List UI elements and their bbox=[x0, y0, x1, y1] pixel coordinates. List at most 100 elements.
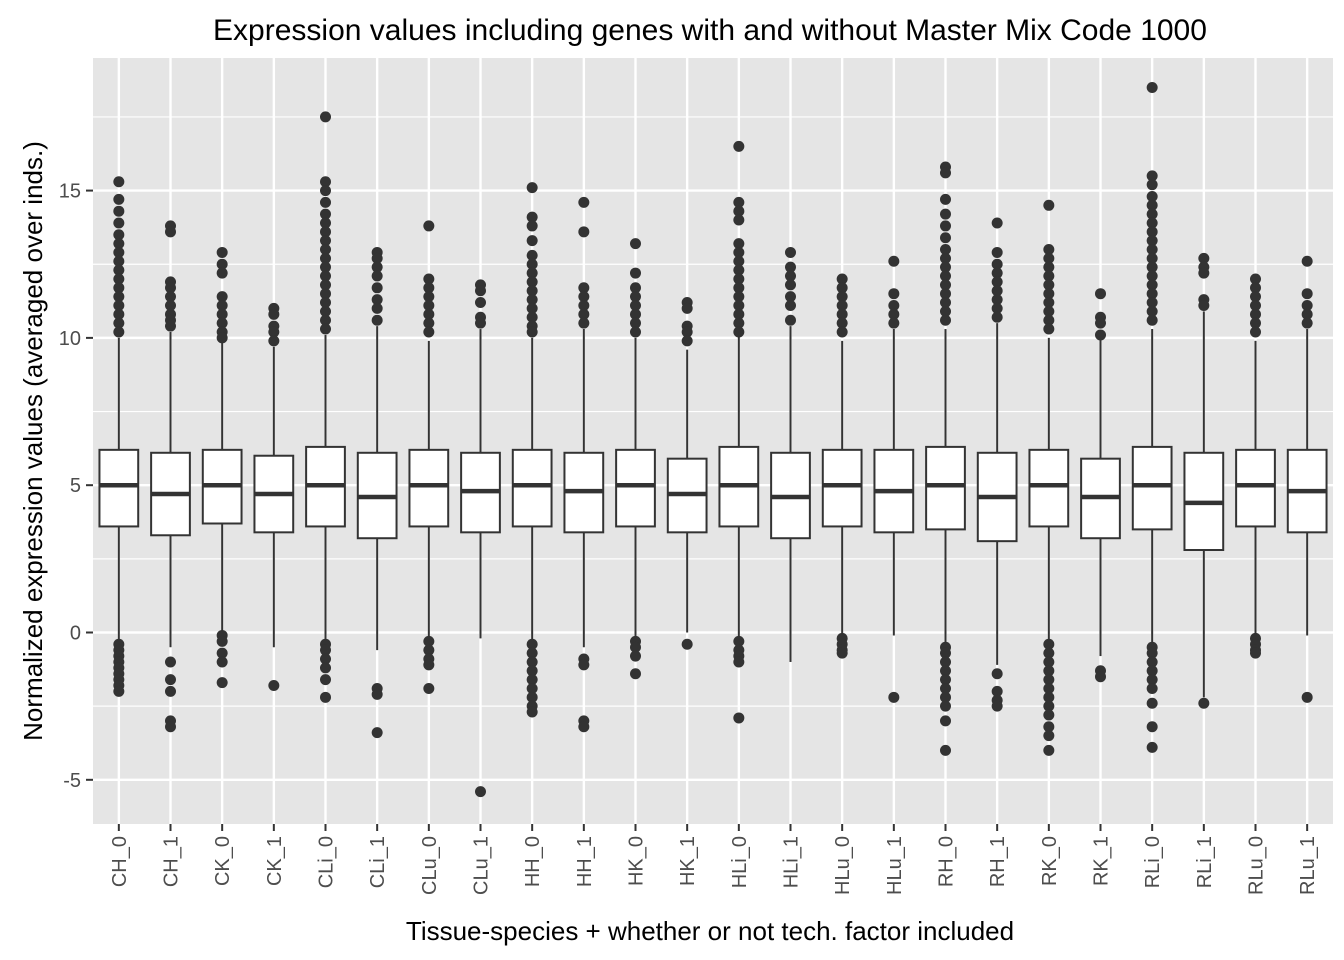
outlier-point bbox=[526, 220, 538, 232]
outlier-point bbox=[1301, 317, 1313, 329]
outlier-point bbox=[888, 299, 900, 311]
outlier-point bbox=[320, 297, 331, 309]
box-RLu_1 bbox=[1286, 255, 1328, 703]
outlier-point bbox=[320, 644, 331, 656]
outlier-point bbox=[423, 635, 435, 647]
outlier-point bbox=[1146, 741, 1158, 753]
outlier-point bbox=[1250, 317, 1261, 329]
box-HH_1 bbox=[563, 196, 605, 733]
iqr-box bbox=[821, 448, 863, 528]
outlier-point bbox=[733, 308, 745, 320]
minor-gridlines bbox=[93, 116, 1333, 707]
outlier-point bbox=[1146, 665, 1158, 677]
outlier-point bbox=[1146, 190, 1158, 202]
outlier-point bbox=[1146, 81, 1158, 93]
x-tick-label: CK_0 bbox=[212, 836, 234, 886]
x-tick-label: RK_1 bbox=[1091, 836, 1113, 886]
outlier-point bbox=[785, 299, 796, 311]
outlier-point bbox=[526, 706, 538, 718]
iqr-box bbox=[1235, 448, 1276, 528]
outlier-point bbox=[526, 235, 538, 247]
outlier-point bbox=[940, 744, 951, 756]
y-tick-label: 10 bbox=[59, 328, 81, 350]
outlier-point bbox=[1146, 697, 1158, 709]
outlier-point bbox=[733, 255, 745, 267]
outlier-point bbox=[630, 650, 641, 662]
outlier-point bbox=[578, 659, 590, 671]
iqr-box bbox=[925, 445, 966, 531]
outlier-point bbox=[630, 641, 641, 653]
outlier-point bbox=[113, 176, 125, 188]
outlier-point bbox=[1043, 744, 1055, 756]
y-axis: -5 0 5 10 15 bbox=[59, 181, 93, 792]
outlier-point bbox=[836, 282, 848, 294]
outlier-point bbox=[113, 273, 125, 285]
outlier-point bbox=[1146, 226, 1158, 238]
box-HK_1 bbox=[666, 297, 708, 650]
box-RH_0 bbox=[925, 161, 966, 756]
outlier-point bbox=[1146, 647, 1158, 659]
chart-title: Expression values including genes with a… bbox=[213, 14, 1207, 47]
outlier-point bbox=[578, 226, 590, 238]
outlier-point bbox=[371, 314, 383, 326]
outlier-point bbox=[785, 261, 796, 273]
outlier-point bbox=[733, 196, 745, 208]
outlier-point bbox=[1095, 671, 1106, 683]
outlier-point bbox=[165, 656, 176, 668]
outlier-point bbox=[475, 297, 486, 309]
outlier-point bbox=[1250, 291, 1261, 303]
box-RLi_1 bbox=[1183, 252, 1225, 709]
outlier-point bbox=[733, 238, 745, 250]
box-CLi_1 bbox=[356, 246, 398, 739]
outlier-point bbox=[940, 682, 951, 694]
outlier-point bbox=[113, 326, 125, 338]
outlier-point bbox=[371, 282, 383, 294]
outlier-point bbox=[940, 279, 951, 291]
outlier-point bbox=[423, 220, 435, 232]
box-CLu_1 bbox=[460, 279, 501, 798]
outlier-point bbox=[836, 273, 848, 285]
outlier-point bbox=[578, 196, 590, 208]
x-tick-label: CH_1 bbox=[161, 836, 183, 887]
outlier-point bbox=[216, 246, 228, 258]
box-RK_0 bbox=[1028, 199, 1070, 756]
outlier-point bbox=[836, 326, 848, 338]
outlier-point bbox=[991, 302, 1003, 314]
outlier-point bbox=[320, 674, 331, 686]
outlier-point bbox=[1043, 647, 1055, 659]
outlier-point bbox=[1043, 305, 1055, 317]
outlier-point bbox=[268, 680, 280, 692]
x-axis: CH_0 CH_1 CK_0 CK_1 CLi_0 CLi_1 CLu_0 CLu_1 HH_0… bbox=[109, 824, 1319, 895]
outlier-point bbox=[320, 252, 331, 264]
outlier-point bbox=[1146, 235, 1158, 247]
outlier-point bbox=[888, 691, 900, 703]
outlier-point bbox=[1043, 323, 1055, 335]
outlier-point bbox=[991, 668, 1003, 680]
y-axis-title: Normalized expression values (averaged o… bbox=[18, 141, 48, 741]
outlier-point bbox=[1250, 308, 1261, 320]
outlier-point bbox=[526, 647, 538, 659]
outlier-point bbox=[526, 249, 538, 261]
outlier-point bbox=[320, 217, 331, 229]
outlier-point bbox=[940, 715, 951, 727]
outlier-point bbox=[888, 288, 900, 300]
outlier-point bbox=[1250, 282, 1261, 294]
outlier-point bbox=[165, 685, 176, 697]
outlier-point bbox=[371, 688, 383, 700]
x-axis-title: Tissue-species + whether or not tech. fa… bbox=[406, 916, 1014, 946]
outlier-point bbox=[836, 647, 848, 659]
outlier-point bbox=[113, 217, 125, 229]
box-HH_0 bbox=[511, 182, 553, 718]
outlier-point bbox=[1198, 252, 1210, 264]
outlier-point bbox=[216, 647, 228, 659]
outlier-point bbox=[165, 674, 176, 686]
box-RK_1 bbox=[1080, 288, 1121, 683]
outlier-point bbox=[1043, 270, 1055, 282]
outlier-point bbox=[423, 282, 435, 294]
outlier-point bbox=[1146, 656, 1158, 668]
outlier-point bbox=[1043, 261, 1055, 273]
outlier-point bbox=[733, 291, 745, 303]
outlier-point bbox=[526, 211, 538, 223]
iqr-box bbox=[1028, 448, 1070, 528]
outlier-point bbox=[785, 291, 796, 303]
